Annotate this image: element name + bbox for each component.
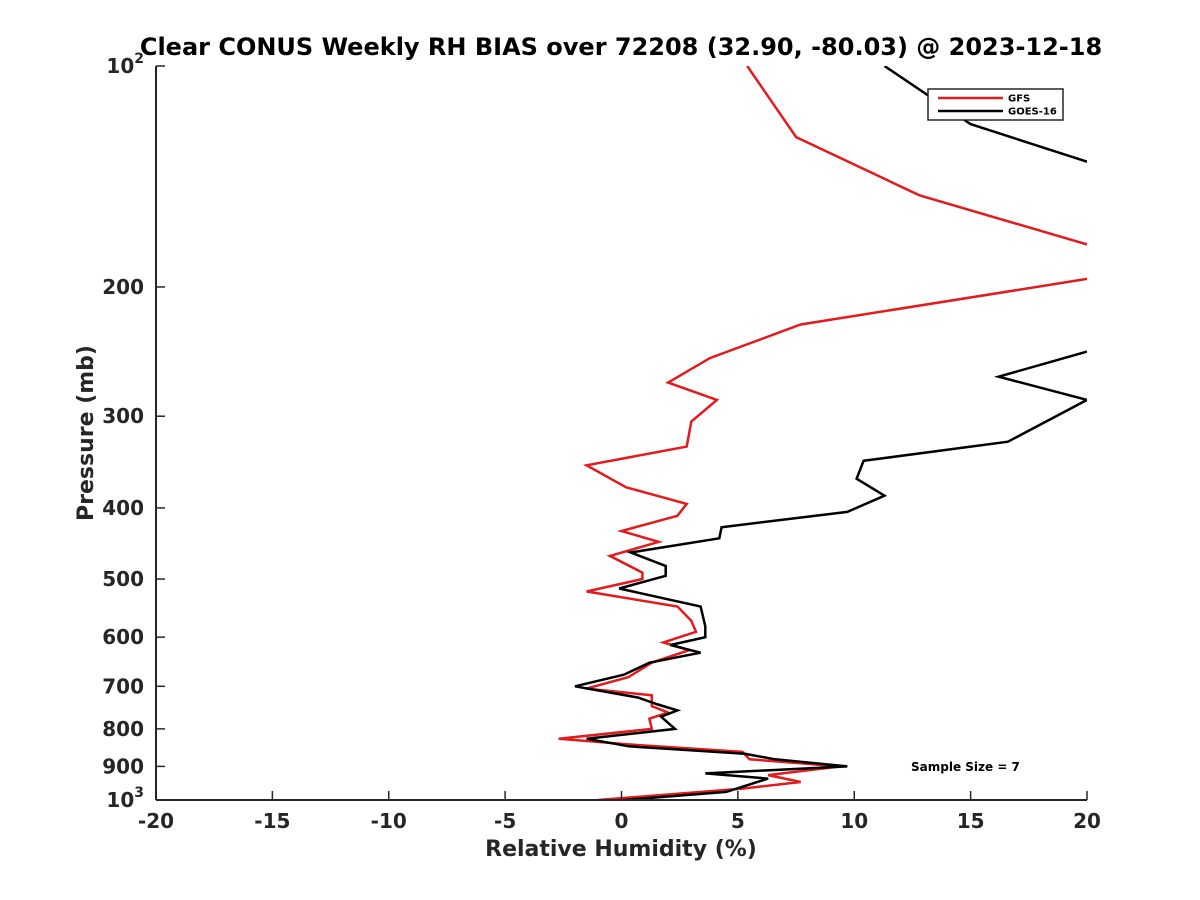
x-tick-label: -5 [494, 809, 516, 833]
y-tick-label: 400 [102, 496, 144, 520]
series-line-gfs-1 [746, 66, 1087, 246]
y-axis-label: Pressure (mb) [74, 345, 99, 521]
y-tick-label: 200 [102, 275, 144, 299]
legend: GFS GOES-16 [927, 88, 1064, 121]
y-tick-label: 600 [102, 625, 144, 649]
x-tick-label: 0 [615, 809, 629, 833]
series-gfs [558, 66, 1087, 800]
legend-label-goes-16: GOES-16 [1008, 107, 1057, 118]
series-layer [558, 66, 1087, 800]
y-tick-label: 500 [102, 567, 144, 591]
x-tick-label: -15 [254, 809, 290, 833]
series-goes-16 [574, 66, 1087, 800]
x-tick-label: 15 [957, 809, 985, 833]
chart-title: Clear CONUS Weekly RH BIAS over 72208 (3… [140, 33, 1102, 61]
y-tick-label: 300 [102, 404, 144, 428]
sample-size-annotation: Sample Size = 7 [911, 760, 1020, 774]
legend-label-gfs: GFS [1008, 94, 1030, 105]
y-tick-label: 103 [106, 785, 144, 812]
series-line-goes-16-2 [574, 350, 1087, 800]
series-line-gfs-2 [558, 277, 1087, 800]
legend-box [927, 88, 1064, 121]
x-tick-label: 20 [1073, 809, 1101, 833]
y-tick-label: 102 [106, 51, 144, 78]
y-tick-label: 700 [102, 674, 144, 698]
series-line-goes-16-1 [883, 66, 1087, 163]
y-ticks: 102 200 300 400 500 600 700 800 900 103 [102, 51, 165, 812]
y-tick-label: 900 [102, 754, 144, 778]
y-tick-label: 800 [102, 717, 144, 741]
x-tick-label: -10 [371, 809, 407, 833]
x-tick-label: 10 [840, 809, 868, 833]
x-ticks: -20 -15 -10 -5 0 5 10 15 20 [138, 791, 1101, 833]
x-axis-label: Relative Humidity (%) [485, 837, 757, 862]
x-tick-label: -20 [138, 809, 174, 833]
x-tick-label: 5 [731, 809, 745, 833]
